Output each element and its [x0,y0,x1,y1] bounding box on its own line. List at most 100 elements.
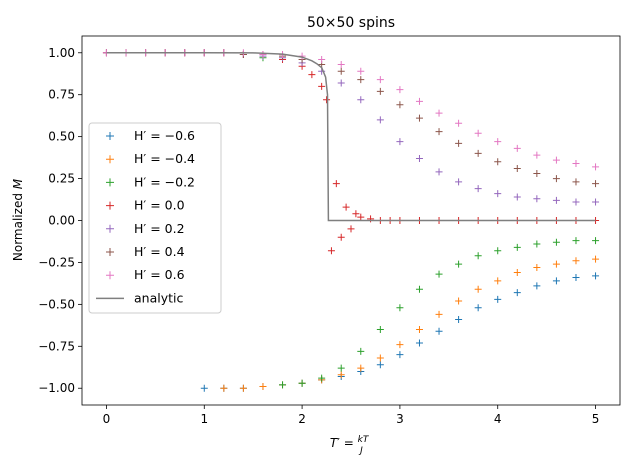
data-point [552,260,560,268]
data-point [318,374,326,382]
data-point [513,268,521,276]
y-tick-label: 0.25 [48,172,75,186]
data-point [332,180,340,188]
x-tick-label: 5 [592,412,600,426]
data-point [533,282,541,290]
data-point [337,371,345,379]
data-point [396,351,404,359]
data-point [415,114,423,122]
data-point [376,116,384,124]
data-point [513,243,521,251]
data-point [376,361,384,369]
data-point [592,180,600,188]
data-point [337,233,345,241]
data-point [435,310,443,318]
data-point [455,297,463,305]
x-tick-label: 2 [298,412,306,426]
legend-marker [106,224,114,233]
legend-label: H′ = 0.2 [134,221,185,236]
data-point [592,272,600,280]
data-point [259,50,267,58]
legend-marker [106,178,114,187]
data-point [396,86,404,94]
data-point [474,304,482,312]
data-point [552,156,560,164]
data-point [357,213,365,221]
data-point [376,76,384,84]
data-point [308,71,316,79]
data-point [533,170,541,178]
data-point [435,128,443,136]
legend-item: H′ = 0.6 [106,267,185,282]
legend-item: H′ = −0.6 [106,128,195,143]
data-point [337,67,345,75]
series-2 [259,54,600,389]
y-tick-label: −0.25 [38,255,75,269]
data-point [474,252,482,260]
legend-marker [106,132,114,140]
data-point [572,198,580,206]
data-point [200,384,208,392]
data-point [455,315,463,323]
data-point [572,257,580,265]
legend-marker [106,201,114,210]
data-point [415,326,423,334]
x-tick-label: 0 [103,412,111,426]
data-point [455,178,463,186]
legend-label: H′ = −0.2 [134,174,195,189]
data-point [220,384,228,392]
data-point [415,154,423,162]
data-point [435,109,443,117]
data-point [435,327,443,335]
data-point [552,175,560,183]
y-tick-label: −1.00 [38,381,75,395]
plot-marks [102,49,600,392]
data-point [357,364,365,372]
data-point [396,138,404,146]
data-point [337,61,345,69]
series-7 [106,52,596,222]
legend: H′ = −0.6 H′ = −0.4 H′ = −0.2 H′ = 0.0 H′ = … [88,122,222,314]
data-point [474,149,482,157]
data-point [533,151,541,159]
legend-item: H′ = 0.2 [106,221,185,236]
data-point [376,326,384,334]
y-tick-label: 0.00 [48,214,75,228]
data-point [376,87,384,95]
data-point [239,384,247,392]
data-point [494,247,502,255]
data-point [337,79,345,87]
y-tick-label: −0.50 [38,297,75,311]
data-point [396,341,404,349]
legend-marker [106,248,114,256]
data-point [323,96,331,104]
analytic-line [106,52,596,222]
data-point [347,225,355,233]
x-tick-label: 4 [494,412,502,426]
y-axis-ticks: −1.00 −0.75 −0.50 −0.25 0.00 0.25 0.50 0.75 1.00 [38,46,82,395]
data-point [494,295,502,303]
y-tick-label: 0.50 [48,130,75,144]
data-point [572,178,580,186]
data-point [494,190,502,198]
data-point [513,165,521,173]
x-axis-label: T′ = kT J [330,431,372,456]
data-point [352,210,360,218]
data-point [318,55,326,63]
data-point [572,159,580,167]
data-point [357,67,365,75]
data-point [415,339,423,347]
data-point [592,237,600,245]
y-tick-label: 0.75 [48,88,75,102]
data-point [494,158,502,166]
legend-marker [106,155,114,164]
data-point [592,198,600,206]
data-point [513,289,521,297]
legend-label: H′ = 0.6 [134,267,185,282]
legend-label: H′ = 0.4 [134,244,185,259]
data-point [455,119,463,127]
data-point [533,195,541,203]
data-point [455,139,463,147]
legend-item: H′ = 0.0 [106,198,185,213]
